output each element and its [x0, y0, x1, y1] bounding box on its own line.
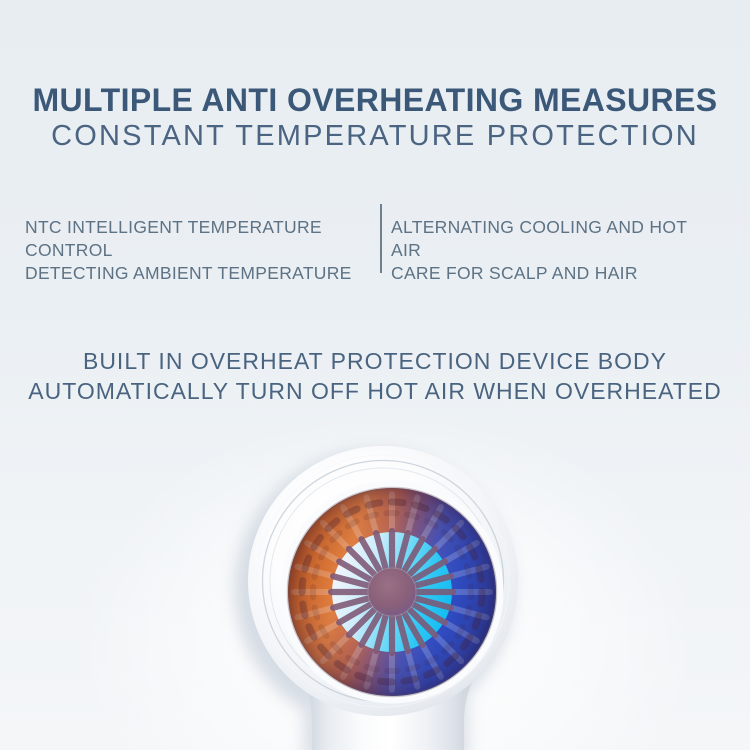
feature-right: ALTERNATING COOLING AND HOT AIR CARE FOR…: [391, 216, 721, 285]
feature-left-line1: NTC INTELLIGENT TEMPERATURE CONTROL: [25, 217, 322, 260]
head-groove-highlight: [256, 454, 510, 708]
feature-right-line2: CARE FOR SCALP AND HAIR: [391, 263, 638, 283]
page-subtitle: CONSTANT TEMPERATURE PROTECTION: [51, 120, 699, 152]
opening-lip: [280, 480, 504, 704]
callout-line2: AUTOMATICALLY TURN OFF HOT AIR WHEN OVER…: [28, 378, 722, 404]
callout-line1: BUILT IN OVERHEAT PROTECTION DEVICE BODY: [82, 348, 667, 374]
page-title: MULTIPLE ANTI OVERHEATING MEASURES: [32, 82, 718, 118]
feature-columns: NTC INTELLIGENT TEMPERATURE CONTROL DETE…: [0, 204, 750, 286]
heading: MULTIPLE ANTI OVERHEATING MEASURES CONST…: [0, 82, 750, 153]
feature-left: NTC INTELLIGENT TEMPERATURE CONTROL DETE…: [25, 216, 375, 285]
fan-vignette: [288, 488, 496, 696]
feature-right-line1: ALTERNATING COOLING AND HOT AIR: [391, 217, 687, 260]
callout: BUILT IN OVERHEAT PROTECTION DEVICE BODY…: [0, 346, 750, 406]
opening-inner-edge: [286, 486, 498, 698]
vertical-divider: [380, 204, 382, 273]
feature-left-line2: DETECTING AMBIENT TEMPERATURE: [25, 263, 352, 283]
